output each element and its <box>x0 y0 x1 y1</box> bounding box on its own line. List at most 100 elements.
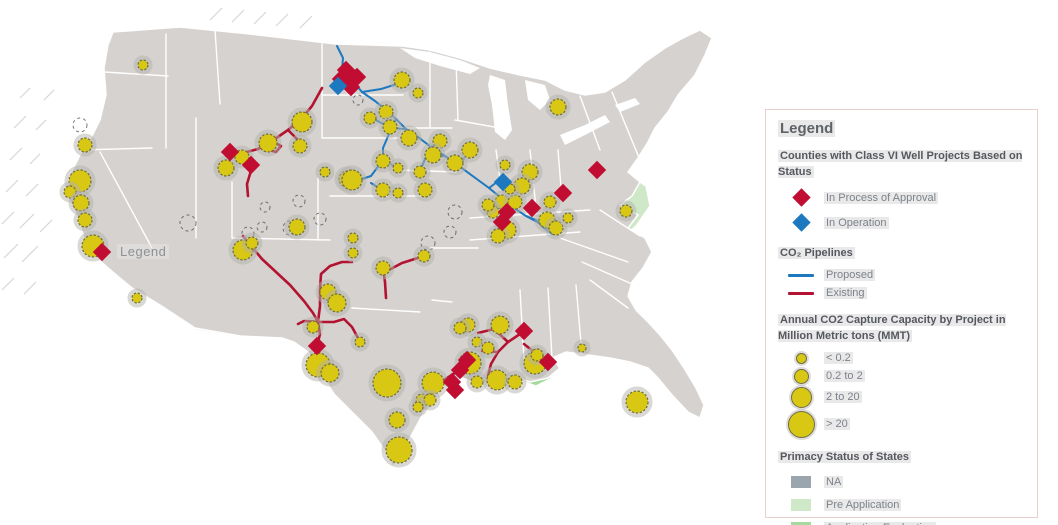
capture-site-halo <box>368 364 406 402</box>
legend-item: Application Evaluation <box>778 518 1025 525</box>
capture-site-halo <box>388 183 408 203</box>
capture-site-marker[interactable] <box>382 119 398 135</box>
capture-site-marker[interactable] <box>388 411 406 429</box>
capture-site-marker[interactable] <box>461 141 479 159</box>
capture-site-halo <box>254 129 282 157</box>
capture-site-marker[interactable] <box>543 195 557 209</box>
capture-site-marker[interactable] <box>341 169 363 191</box>
well-marker-in-process[interactable] <box>450 360 470 380</box>
capture-site-marker[interactable] <box>392 187 404 199</box>
capture-site-marker[interactable] <box>378 104 394 120</box>
capture-site-marker[interactable] <box>453 321 467 335</box>
capture-site-marker[interactable] <box>288 218 306 236</box>
legend-swatch-circle <box>793 368 809 384</box>
capture-site-marker[interactable] <box>530 348 544 362</box>
capture-site-marker[interactable] <box>548 220 564 236</box>
capture-site-marker[interactable] <box>319 166 331 178</box>
well-marker-in-operation[interactable] <box>328 76 348 96</box>
capture-site-marker[interactable] <box>412 401 424 413</box>
capture-site-halo <box>77 230 109 262</box>
legend-item: Proposed <box>778 268 1025 283</box>
capture-site-marker[interactable] <box>131 292 143 304</box>
capture-site-marker[interactable] <box>375 260 391 276</box>
well-marker-in-operation[interactable] <box>493 172 513 192</box>
capture-site-marker[interactable] <box>413 165 427 179</box>
legend-item: > 20 <box>778 410 1025 438</box>
well-marker-in-process[interactable] <box>538 352 558 372</box>
capture-site-halo <box>241 232 263 254</box>
capture-site-marker[interactable] <box>470 375 484 389</box>
legend-section-heading: Counties with Class VI Well Projects Bas… <box>778 150 1023 178</box>
well-marker-in-process[interactable] <box>307 336 327 356</box>
capture-site-marker[interactable] <box>481 341 495 355</box>
dashed-county-arc <box>256 221 268 233</box>
capture-site-marker[interactable] <box>562 212 574 224</box>
well-marker-in-process[interactable] <box>445 380 465 400</box>
pipeline-existing[interactable] <box>316 317 360 340</box>
capture-site-marker[interactable] <box>375 182 391 198</box>
well-marker-in-process[interactable] <box>522 198 542 218</box>
capture-site-marker[interactable] <box>375 153 391 169</box>
capture-site-marker[interactable] <box>327 293 347 313</box>
pipeline-existing[interactable] <box>316 260 354 324</box>
well-marker-in-process[interactable] <box>220 142 240 162</box>
capture-site-marker[interactable] <box>446 154 464 172</box>
capture-site-marker[interactable] <box>549 98 567 116</box>
capture-site-marker[interactable] <box>424 146 442 164</box>
capture-site-halo <box>477 337 499 359</box>
capture-site-marker[interactable] <box>291 111 313 133</box>
capture-site-marker[interactable] <box>490 315 510 335</box>
capture-site-marker[interactable] <box>320 363 340 383</box>
capture-site-marker[interactable] <box>234 149 250 165</box>
legend-swatch-patch <box>791 498 811 511</box>
capture-site-marker[interactable] <box>372 368 402 398</box>
capture-site-marker[interactable] <box>347 232 359 244</box>
legend-item-label: Proposed <box>824 269 876 282</box>
capture-site-marker[interactable] <box>417 182 433 198</box>
legend-swatch-diamond <box>791 213 811 233</box>
capture-site-marker[interactable] <box>392 162 404 174</box>
capture-site-marker[interactable] <box>354 336 366 348</box>
capture-site-halo <box>350 332 370 352</box>
capture-site-halo <box>378 115 402 139</box>
capture-site-marker[interactable] <box>393 71 411 89</box>
capture-site-halo <box>284 214 310 240</box>
capture-site-marker[interactable] <box>507 374 523 390</box>
capture-site-marker[interactable] <box>292 138 308 154</box>
capture-site-marker[interactable] <box>400 129 418 147</box>
capture-site-marker[interactable] <box>77 212 93 228</box>
well-marker-in-process[interactable] <box>514 321 534 341</box>
well-projects-layer[interactable] <box>92 60 607 400</box>
well-marker-in-process[interactable] <box>492 212 512 232</box>
capture-site-marker[interactable] <box>619 204 633 218</box>
capture-site-marker[interactable] <box>625 390 649 414</box>
capture-site-marker[interactable] <box>77 137 93 153</box>
well-marker-in-process[interactable] <box>92 242 112 262</box>
capture-site-marker[interactable] <box>245 236 259 250</box>
well-marker-in-process[interactable] <box>587 160 607 180</box>
legend-item-label: < 0.2 <box>824 352 853 365</box>
capture-site-marker[interactable] <box>481 198 495 212</box>
capture-site-halo <box>343 243 363 263</box>
legend-swatch-diamond <box>791 188 811 208</box>
capture-site-marker[interactable] <box>72 194 90 212</box>
capture-site-marker[interactable] <box>217 159 235 177</box>
capture-site-marker[interactable] <box>417 249 431 263</box>
well-marker-in-process[interactable] <box>241 155 261 175</box>
capture-site-marker[interactable] <box>363 111 377 125</box>
capture-site-marker[interactable] <box>385 436 413 464</box>
capture-site-marker[interactable] <box>347 247 359 259</box>
capture-site-marker[interactable] <box>490 228 506 244</box>
dashed-county-arc <box>443 225 457 239</box>
capture-site-marker[interactable] <box>499 159 511 171</box>
capture-site-marker[interactable] <box>306 320 320 334</box>
legend-item: Existing <box>778 286 1025 301</box>
capture-site-marker[interactable] <box>258 133 278 153</box>
capture-site-halo <box>213 155 239 181</box>
capture-site-marker[interactable] <box>577 343 587 353</box>
capture-site-marker[interactable] <box>137 59 149 71</box>
well-marker-in-process[interactable] <box>553 183 573 203</box>
capture-site-halo <box>449 317 471 339</box>
capture-site-marker[interactable] <box>412 87 424 99</box>
